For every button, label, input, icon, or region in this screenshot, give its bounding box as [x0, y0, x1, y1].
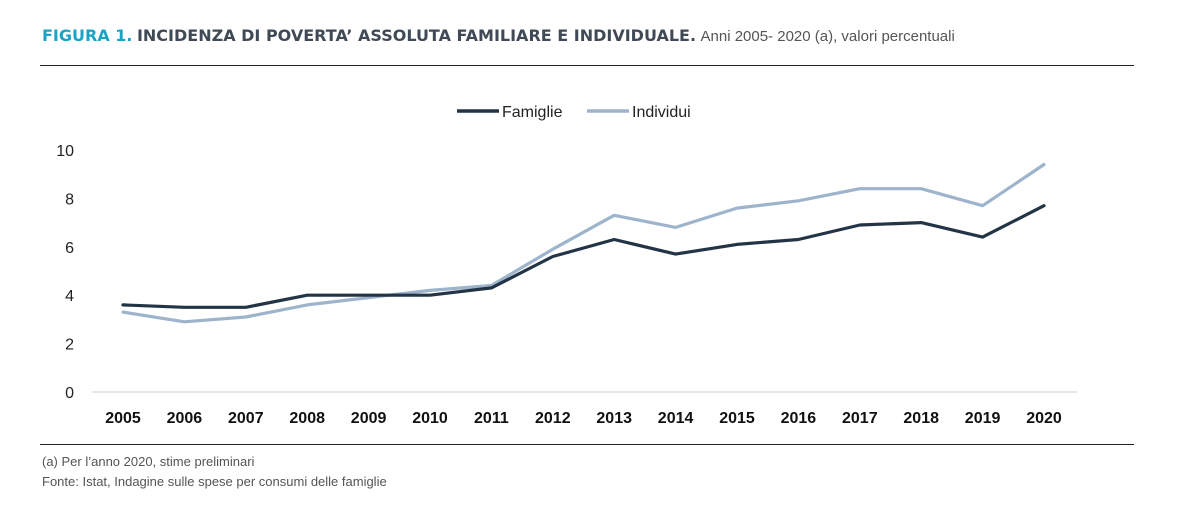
x-axis: 2005 2006 2007 2008 2009 2010 2011 2012 2013 2014…: [92, 391, 1077, 427]
top-divider: [40, 65, 1134, 66]
x-tick-label: 2011: [474, 410, 509, 427]
x-tick-label: 2020: [1026, 410, 1062, 427]
series-group: [121, 162, 1046, 324]
x-tick-label: 2017: [842, 410, 878, 427]
figure-title: INCIDENZA DI POVERTA’ ASSOLUTA FAMILIARE…: [136, 26, 697, 45]
bottom-divider: [40, 444, 1134, 445]
series-line-famiglie: [121, 204, 1046, 309]
x-tick-label: 2006: [167, 410, 203, 427]
footnotes: (a) Per l’anno 2020, stime preliminari F…: [42, 452, 387, 492]
y-tick-label: 8: [65, 191, 74, 208]
x-tick-label: 2016: [781, 410, 817, 427]
x-tick-label: 2015: [719, 410, 755, 427]
x-tick-label: 2005: [105, 410, 141, 427]
figure-label: FIGURA 1.: [42, 26, 133, 45]
y-tick-label: 6: [65, 240, 74, 257]
y-axis: 0 2 4 6 8 10: [56, 143, 74, 402]
source-note: Fonte: Istat, Indagine sulle spese per c…: [42, 474, 387, 489]
legend-label-individui: Individui: [632, 104, 691, 121]
y-tick-label: 0: [65, 385, 74, 402]
legend-label-famiglie: Famiglie: [502, 104, 563, 121]
y-tick-label: 10: [56, 143, 74, 160]
x-tick-label: 2012: [535, 410, 571, 427]
y-tick-label: 4: [65, 288, 74, 305]
footnote-a: (a) Per l’anno 2020, stime preliminari: [42, 454, 255, 469]
x-tick-label: 2007: [228, 410, 264, 427]
x-tick-label: 2018: [903, 410, 939, 427]
x-tick-label: 2014: [658, 410, 694, 427]
x-tick-label: 2009: [351, 410, 387, 427]
legend: Famiglie Individui: [457, 104, 691, 121]
x-tick-label: 2008: [289, 410, 325, 427]
y-tick-label: 2: [65, 337, 74, 354]
figure-subtitle: Anni 2005- 2020 (a), valori percentuali: [700, 28, 955, 45]
x-tick-label: 2013: [596, 410, 632, 427]
x-tick-label: 2019: [965, 410, 1001, 427]
series-line-individui: [121, 162, 1046, 324]
figure-title-row: FIGURA 1. INCIDENZA DI POVERTA’ ASSOLUTA…: [42, 26, 955, 46]
x-tick-label: 2010: [412, 410, 448, 427]
